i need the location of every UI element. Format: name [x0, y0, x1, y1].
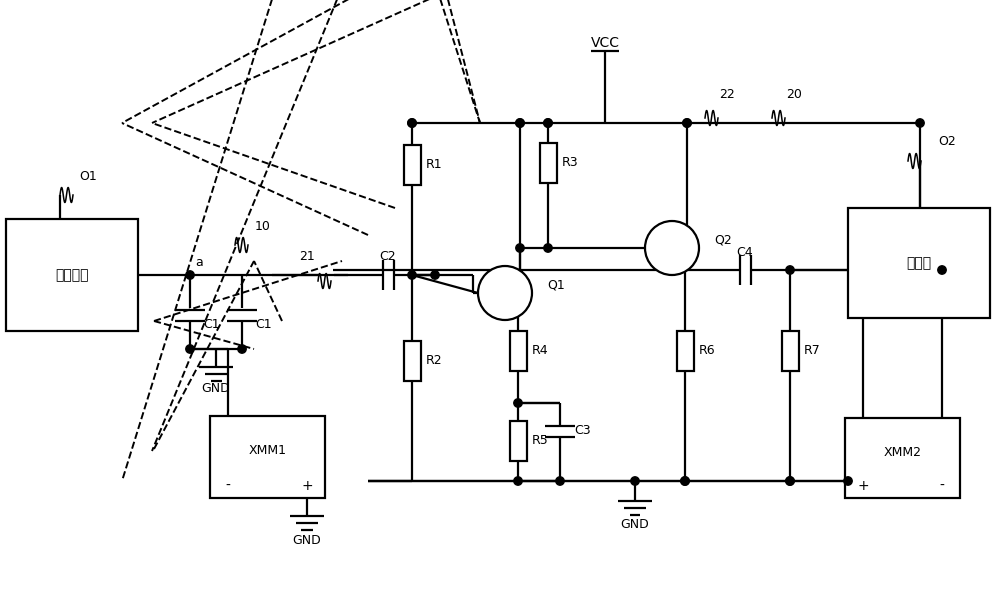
- Text: 电子产品: 电子产品: [55, 268, 89, 282]
- Text: Q2: Q2: [714, 233, 732, 247]
- Text: a: a: [195, 256, 203, 268]
- Circle shape: [516, 119, 524, 127]
- Bar: [210, 416, 325, 498]
- Text: 21: 21: [299, 250, 315, 264]
- Text: R7: R7: [804, 344, 821, 358]
- Text: 10: 10: [255, 221, 271, 233]
- Circle shape: [544, 119, 552, 127]
- Circle shape: [516, 244, 524, 252]
- Circle shape: [556, 477, 564, 485]
- Bar: [845, 418, 960, 498]
- Circle shape: [514, 477, 522, 485]
- Text: C4: C4: [737, 245, 753, 259]
- Text: GND: GND: [202, 382, 230, 394]
- Text: R3: R3: [562, 157, 579, 169]
- Circle shape: [478, 266, 532, 320]
- Text: VCC: VCC: [590, 36, 620, 50]
- Text: O2: O2: [938, 136, 956, 148]
- Circle shape: [544, 119, 552, 127]
- Text: O1: O1: [79, 169, 97, 183]
- Text: R2: R2: [426, 355, 443, 367]
- Bar: [404, 341, 420, 381]
- Circle shape: [408, 119, 416, 127]
- Text: R5: R5: [532, 435, 549, 447]
- Bar: [510, 331, 526, 371]
- Circle shape: [516, 119, 524, 127]
- Text: C3: C3: [574, 425, 591, 438]
- Circle shape: [683, 119, 691, 127]
- Text: R4: R4: [532, 344, 549, 358]
- Bar: [510, 421, 526, 461]
- Circle shape: [408, 271, 416, 279]
- Circle shape: [408, 119, 416, 127]
- Circle shape: [683, 119, 691, 127]
- Circle shape: [938, 266, 946, 274]
- Bar: [404, 145, 420, 185]
- Text: C1: C1: [255, 318, 272, 332]
- Circle shape: [786, 477, 794, 485]
- Circle shape: [645, 221, 699, 275]
- Text: Q1: Q1: [547, 279, 565, 291]
- Bar: [848, 208, 990, 318]
- Text: R6: R6: [699, 344, 716, 358]
- Text: R1: R1: [426, 159, 443, 171]
- Text: +: +: [857, 479, 869, 493]
- Circle shape: [431, 271, 439, 279]
- Circle shape: [544, 244, 552, 252]
- Bar: [782, 331, 798, 371]
- Text: C1: C1: [203, 318, 220, 332]
- Text: XMM1: XMM1: [248, 443, 287, 456]
- Circle shape: [514, 399, 522, 407]
- Text: 22: 22: [719, 89, 735, 101]
- Circle shape: [681, 477, 689, 485]
- Circle shape: [844, 477, 852, 485]
- Text: +: +: [301, 479, 313, 493]
- Circle shape: [786, 477, 794, 485]
- Circle shape: [681, 477, 689, 485]
- Text: 示波器: 示波器: [906, 256, 932, 270]
- Text: XMM2: XMM2: [884, 446, 921, 458]
- Bar: [540, 143, 556, 183]
- Text: GND: GND: [293, 534, 321, 546]
- Circle shape: [631, 477, 639, 485]
- Bar: [676, 331, 694, 371]
- Text: -: -: [940, 479, 944, 493]
- Text: 20: 20: [786, 89, 802, 101]
- Circle shape: [786, 266, 794, 274]
- Circle shape: [186, 271, 194, 279]
- Text: C2: C2: [380, 250, 396, 264]
- Circle shape: [238, 345, 246, 353]
- Text: -: -: [226, 479, 230, 493]
- Circle shape: [916, 119, 924, 127]
- Text: GND: GND: [621, 519, 649, 531]
- Circle shape: [186, 345, 194, 353]
- Bar: [6, 219, 138, 331]
